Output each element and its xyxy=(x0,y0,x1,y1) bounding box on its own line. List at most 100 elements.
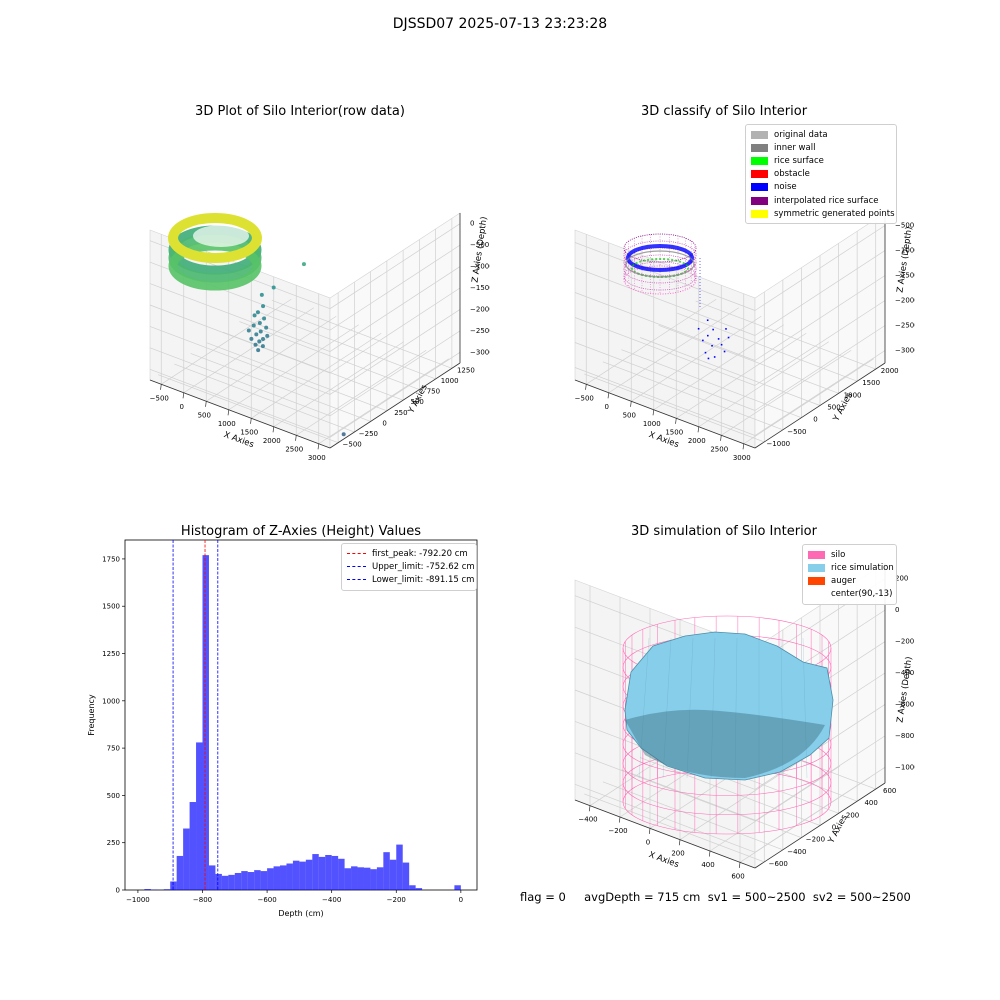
panel3-legend-label: first_peak: -792.20 cm xyxy=(372,548,468,559)
panel4-y-tick-label: −200 xyxy=(806,836,825,844)
panel2-legend-swatch xyxy=(751,196,768,205)
panel2-title: 3D classify of Silo Interior xyxy=(640,104,808,119)
panel2-legend-swatch xyxy=(751,209,768,218)
panel1-grid-z xyxy=(329,244,461,331)
panel4-legend-item: center(90,-13) xyxy=(808,588,892,601)
panel4-grid-z xyxy=(754,704,886,790)
panel4-grid-y xyxy=(602,781,783,851)
panel4-grid-z xyxy=(754,766,886,853)
panel1-y-axis-line xyxy=(329,362,461,449)
panel3-bar xyxy=(208,865,216,890)
panel1-y-tick-label: 1000 xyxy=(441,377,459,385)
panel4-x-tick xyxy=(648,828,651,834)
panel1-grid-x xyxy=(251,332,382,419)
panel4-legend-swatch xyxy=(808,576,825,585)
panel2-noise-point xyxy=(707,357,710,360)
panel1-x-tick-label: 3000 xyxy=(308,454,326,460)
panel3-bar xyxy=(318,856,326,890)
panel3-bar xyxy=(299,861,306,890)
panel3-legend-item: first_peak: -792.20 cm xyxy=(347,547,471,560)
panel3-title: Histogram of Z-Axies (Height) Values xyxy=(180,524,422,539)
panel3-bar xyxy=(247,872,255,890)
panel4-rice-mesh xyxy=(638,637,650,779)
panel1-x-tick-label: 2500 xyxy=(285,445,303,453)
panel1-y-tick-label: −500 xyxy=(343,441,362,449)
panel4-y-tick-label: −400 xyxy=(787,848,806,856)
panel4-x-tick xyxy=(588,805,591,812)
panel2-z-tick-label: −1000 xyxy=(895,247,915,255)
panel4-rice-mesh xyxy=(686,637,694,779)
panel1-grid-z xyxy=(149,326,331,395)
panel4-x-tick xyxy=(738,862,741,868)
panel1-data-point xyxy=(251,323,256,328)
panel4-legend-item: rice simulation xyxy=(808,561,894,574)
panel1-data-point xyxy=(256,348,261,353)
panel1-x-tick xyxy=(295,435,297,441)
panel3-bar xyxy=(370,869,377,890)
panel1-x-tick xyxy=(205,401,207,407)
panel2-noise-point xyxy=(702,339,704,342)
panel3-legend-swatch xyxy=(347,553,366,555)
panel2-legend-label: interpolated rice surface xyxy=(774,195,879,206)
panel1-silo-ring-top xyxy=(168,213,262,263)
panel1-z-tick-label: −2500 xyxy=(470,327,490,335)
panel1-title: 3D Plot of Silo Interior(row data) xyxy=(195,104,405,119)
panel2-noise-point xyxy=(712,328,714,331)
panel1-grid-y xyxy=(190,353,371,422)
panel1-grid-z xyxy=(329,287,461,374)
panel1-x-axis-line xyxy=(149,379,331,449)
panel4-x-tick xyxy=(618,816,621,823)
panel1-y-tick-label: 750 xyxy=(427,388,440,396)
panel1-y-tick-label: 250 xyxy=(394,409,407,417)
panel1-grid-y xyxy=(223,331,404,401)
panel1-3d-scatter: −500050010001500200025003000−500−2500250… xyxy=(149,212,490,460)
panel4-z-tick-label: −800 xyxy=(895,732,914,740)
panel3-bar xyxy=(454,885,461,890)
panel2-x-tick-label: 2500 xyxy=(710,445,728,453)
panel2-legend-label: original data xyxy=(774,129,828,140)
panel2-grid-y xyxy=(621,349,802,418)
panel1-data-point xyxy=(246,328,251,333)
panel1-x-tick-label: 0 xyxy=(180,403,184,411)
panel1-x-tick-label: 1000 xyxy=(218,420,236,428)
panel1-y-tick-label: 0 xyxy=(382,419,386,427)
panel1-x-tick xyxy=(182,392,185,399)
panel3-bar xyxy=(312,854,319,890)
panel2-y-tick-label: −1000 xyxy=(766,440,790,448)
panel4-z-tick-label: −400 xyxy=(895,669,914,677)
panel1-grid-z xyxy=(149,368,331,438)
panel1-data-point xyxy=(255,310,260,315)
panel2-noise-point xyxy=(707,334,709,337)
panel2-y-tick-label: 0 xyxy=(813,416,817,424)
panel3-x-tick-label: −600 xyxy=(257,896,276,904)
panel1-data-point xyxy=(341,432,346,437)
panel4-y-tick-label: 0 xyxy=(832,824,836,832)
panel2-noise-point xyxy=(725,328,727,330)
panel1-grid-z xyxy=(329,351,461,438)
panel3-legend-label: Upper_limit: -752.62 cm xyxy=(372,561,475,572)
panel3-legend-label: Lower_limit: -891.15 cm xyxy=(372,574,475,585)
panel3-bar xyxy=(144,889,151,890)
panel1-x-tick-label: 1500 xyxy=(240,428,258,436)
panel2-z-tick-label: −3000 xyxy=(895,347,915,355)
panel4-z-tick-label: 200 xyxy=(895,575,908,583)
panel1-data-point xyxy=(259,292,264,297)
panel4-x-tick xyxy=(678,839,681,846)
panel3-bar xyxy=(221,875,229,890)
panel4-rice-mesh xyxy=(662,637,672,779)
panel3-bar xyxy=(415,888,423,890)
panel4-z-tick-label: −600 xyxy=(895,700,914,708)
panel2-z-tick-label: −1500 xyxy=(895,272,915,280)
panel3-x-tick-label: −800 xyxy=(193,896,212,904)
panel1-z-tick-label: −2000 xyxy=(470,305,490,313)
panel2-grid-z xyxy=(574,317,756,386)
panel2-y-tick-label: 1000 xyxy=(844,391,862,399)
panel2-x-tick-label: −500 xyxy=(575,394,594,402)
panel1-silo-inner xyxy=(193,225,249,247)
panel2-grid-y xyxy=(639,337,821,406)
panel3-bar xyxy=(267,868,274,890)
panel3-bar xyxy=(344,868,352,890)
panel2-grid-z xyxy=(754,225,886,311)
panel2-legend-item: obstacle xyxy=(751,168,891,181)
panel1-z-tick-label: −1500 xyxy=(470,284,490,292)
